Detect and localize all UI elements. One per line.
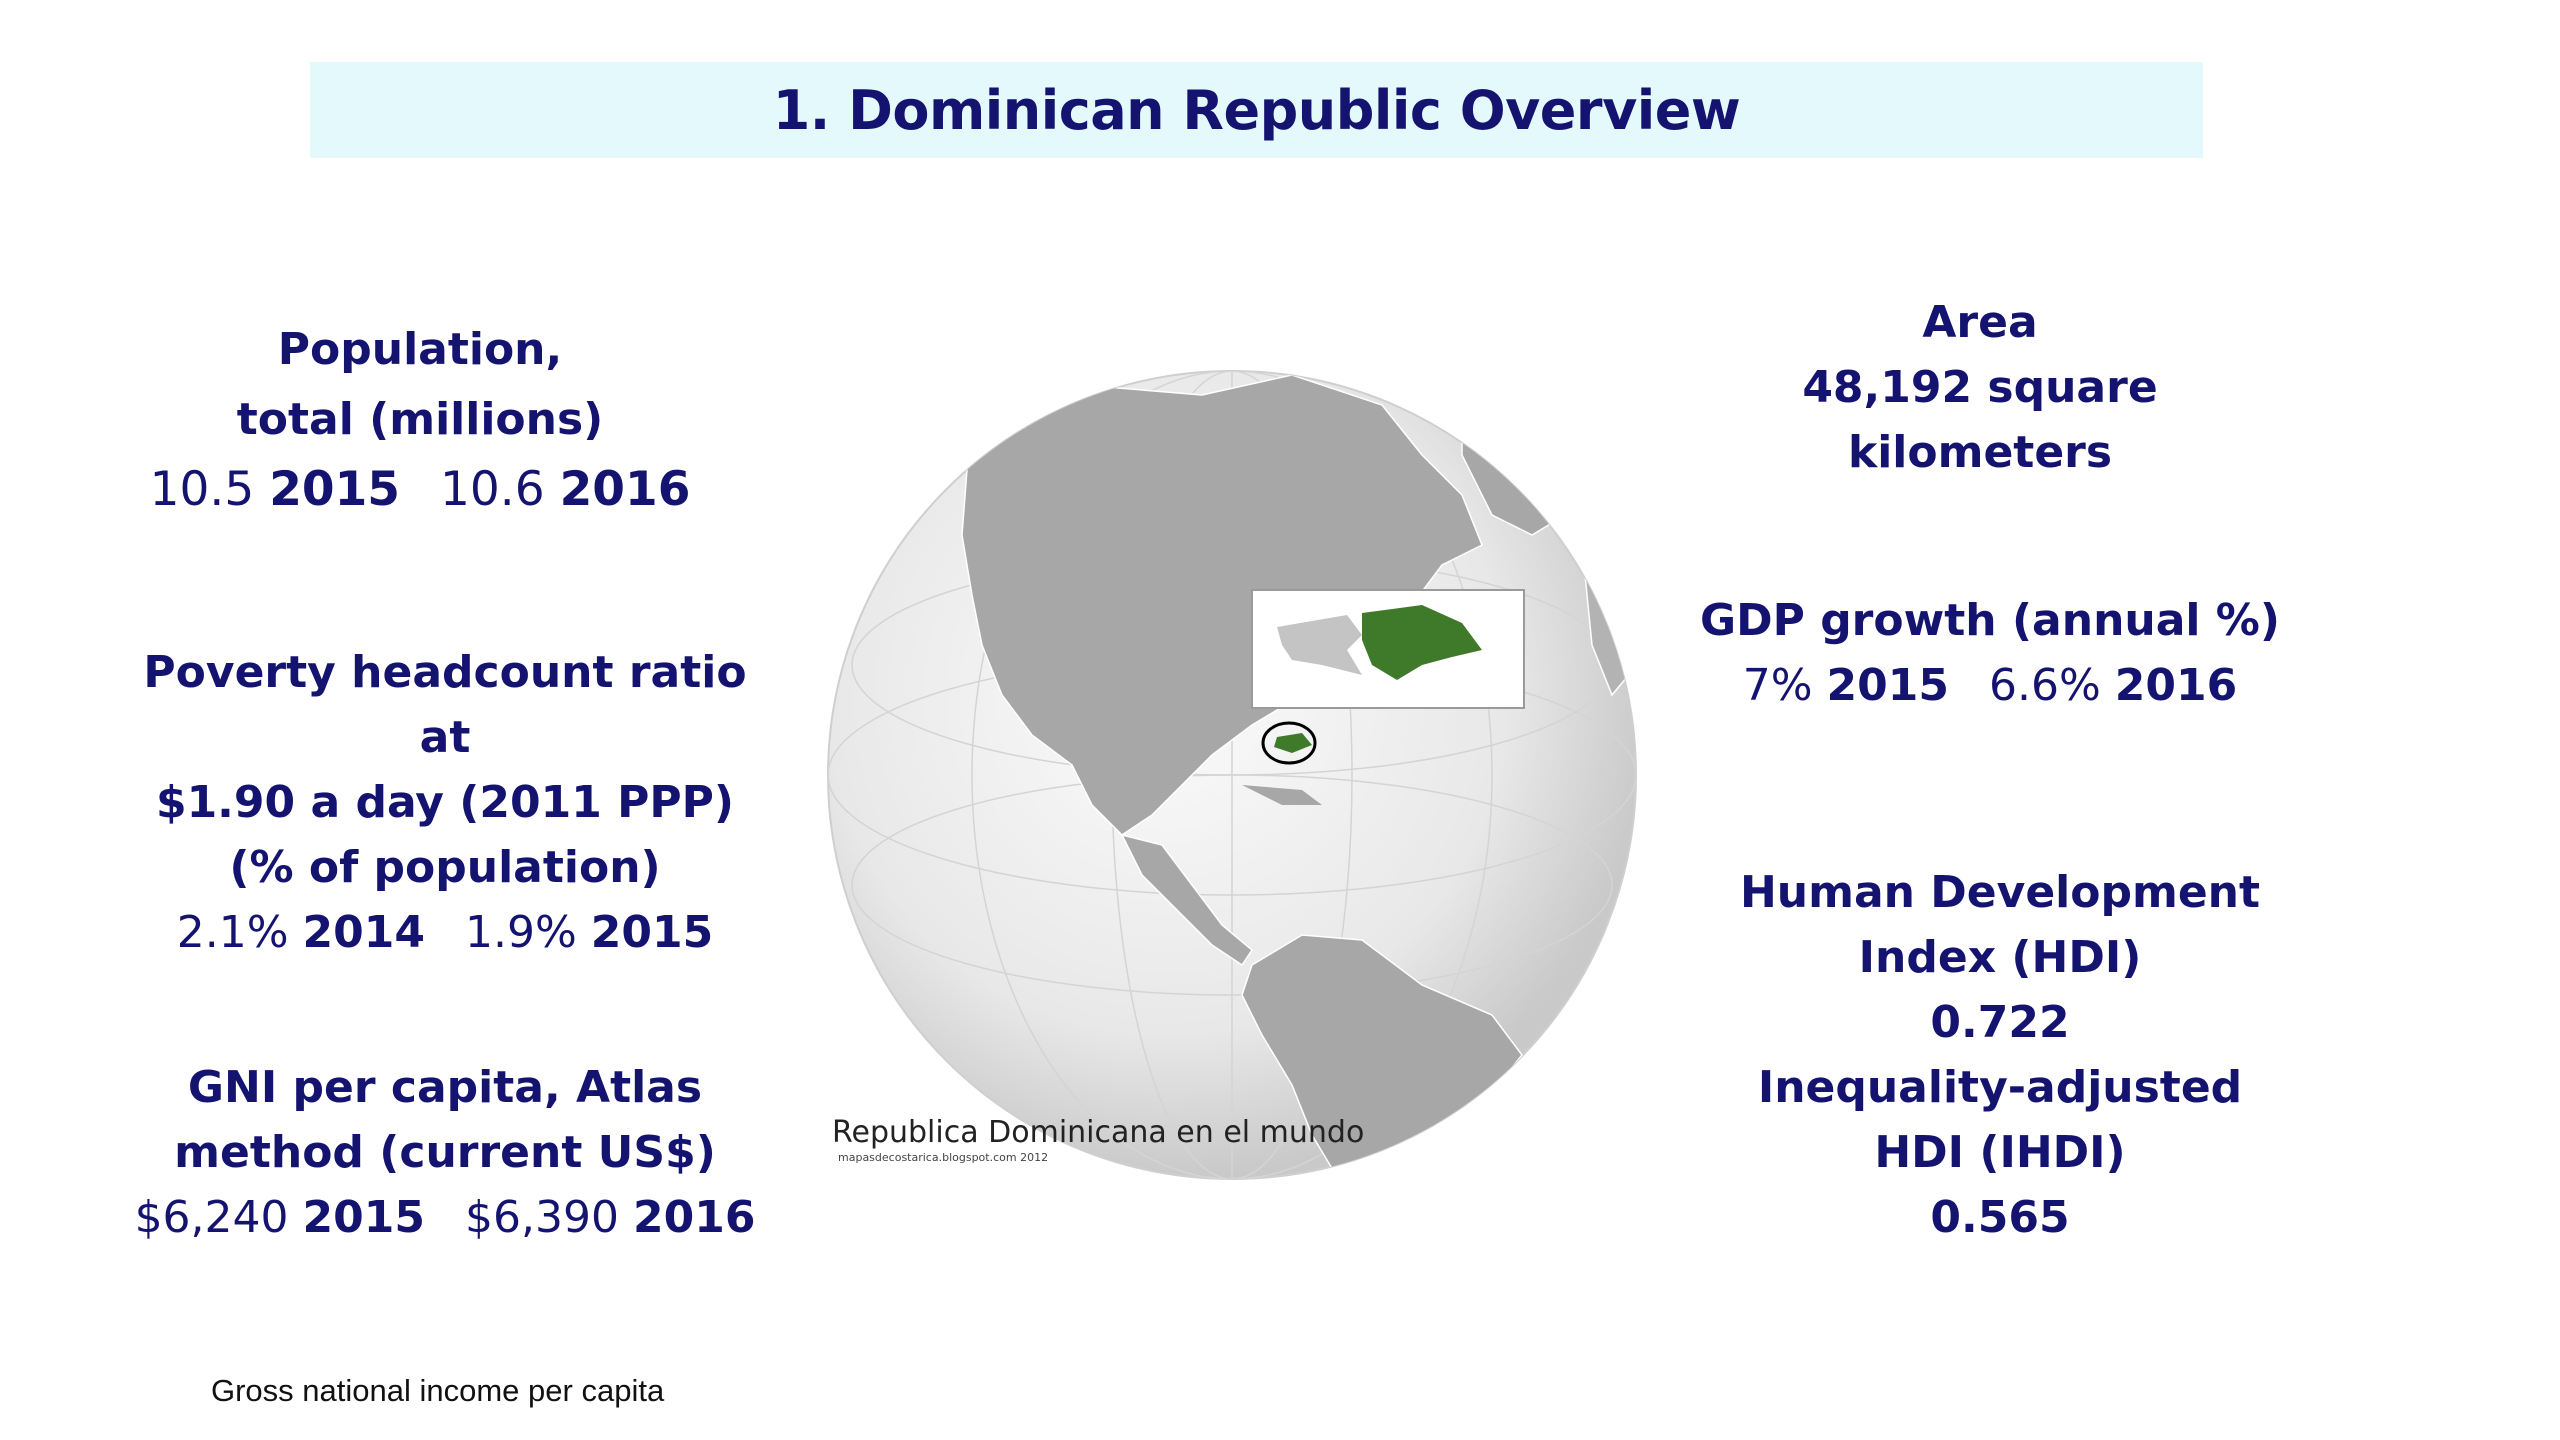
ihdi-value: 0.565 — [1930, 1192, 2070, 1243]
poverty-block: Poverty headcount ratio at $1.90 a day (… — [120, 640, 770, 965]
population-year-2015: 2015 — [269, 462, 400, 517]
map-caption: Republica Dominicana en el mundo — [832, 1115, 1365, 1150]
map-credit: mapasdecostarica.blogspot.com 2012 — [838, 1151, 1049, 1164]
footnote: Gross national income per capita — [211, 1373, 665, 1408]
gdp-value-2016: 6.6% — [1989, 660, 2101, 711]
gdp-year-2016: 2016 — [2114, 660, 2238, 711]
area-value-2: kilometers — [1847, 427, 2113, 478]
globe-map-image — [822, 365, 1642, 1185]
gni-values: $6,240 2015 $6,390 2016 — [120, 1185, 770, 1250]
gni-year-2016: 2016 — [632, 1192, 756, 1243]
page-title: 1. Dominican Republic Overview — [772, 78, 1741, 142]
title-banner: 1. Dominican Republic Overview — [310, 62, 2203, 158]
population-value-2016: 10.6 — [440, 462, 545, 517]
gni-label-2: method (current US$) — [174, 1127, 716, 1178]
poverty-values: 2.1% 2014 1.9% 2015 — [120, 900, 770, 965]
gdp-year-2015: 2015 — [1826, 660, 1949, 711]
poverty-label-1: Poverty headcount ratio at — [143, 647, 747, 763]
population-value-2015: 10.5 — [149, 462, 255, 517]
dominican-republic-shape — [1362, 605, 1482, 680]
population-year-2016: 2016 — [559, 462, 691, 517]
gni-year-2015: 2015 — [302, 1192, 425, 1243]
hdi-block: Human Development Index (HDI) 0.722 Ineq… — [1690, 860, 2310, 1250]
population-values: 10.5 2015 10.6 2016 — [130, 455, 710, 525]
ihdi-label-2: HDI (IHDI) — [1874, 1127, 2126, 1178]
hdi-label-2: Index (HDI) — [1858, 932, 2142, 983]
gdp-value-2015: 7% — [1742, 660, 1813, 711]
gni-value-2015: $6,240 — [134, 1192, 289, 1243]
gni-label-1: GNI per capita, Atlas — [187, 1062, 703, 1113]
poverty-year-2014: 2014 — [302, 907, 425, 958]
poverty-year-2015: 2015 — [590, 907, 714, 958]
globe-icon — [827, 370, 1637, 1180]
highlight-circle — [1261, 721, 1317, 765]
gdp-values: 7% 2015 6.6% 2016 — [1690, 653, 2290, 718]
area-value-1: 48,192 square — [1802, 362, 2158, 413]
poverty-label-3: (% of population) — [229, 842, 661, 893]
area-block: Area 48,192 square kilometers — [1680, 290, 2280, 485]
area-label: Area — [1922, 297, 2038, 348]
ihdi-label-1: Inequality-adjusted — [1757, 1062, 2243, 1113]
gni-block: GNI per capita, Atlas method (current US… — [120, 1055, 770, 1250]
poverty-value-2014: 2.1% — [176, 907, 289, 958]
population-block: Population, total (millions) 10.5 2015 10… — [130, 315, 710, 525]
population-label-1: Population, — [277, 324, 563, 375]
gdp-label: GDP growth (annual %) — [1699, 595, 2280, 646]
poverty-value-2015: 1.9% — [465, 907, 577, 958]
poverty-label-2: $1.90 a day (2011 PPP) — [155, 777, 735, 828]
hdi-value: 0.722 — [1930, 997, 2070, 1048]
population-label-2: total (millions) — [236, 394, 604, 445]
gdp-block: GDP growth (annual %) 7% 2015 6.6% 2016 — [1690, 588, 2290, 718]
gni-value-2016: $6,390 — [465, 1192, 619, 1243]
hdi-label-1: Human Development — [1739, 867, 2261, 918]
